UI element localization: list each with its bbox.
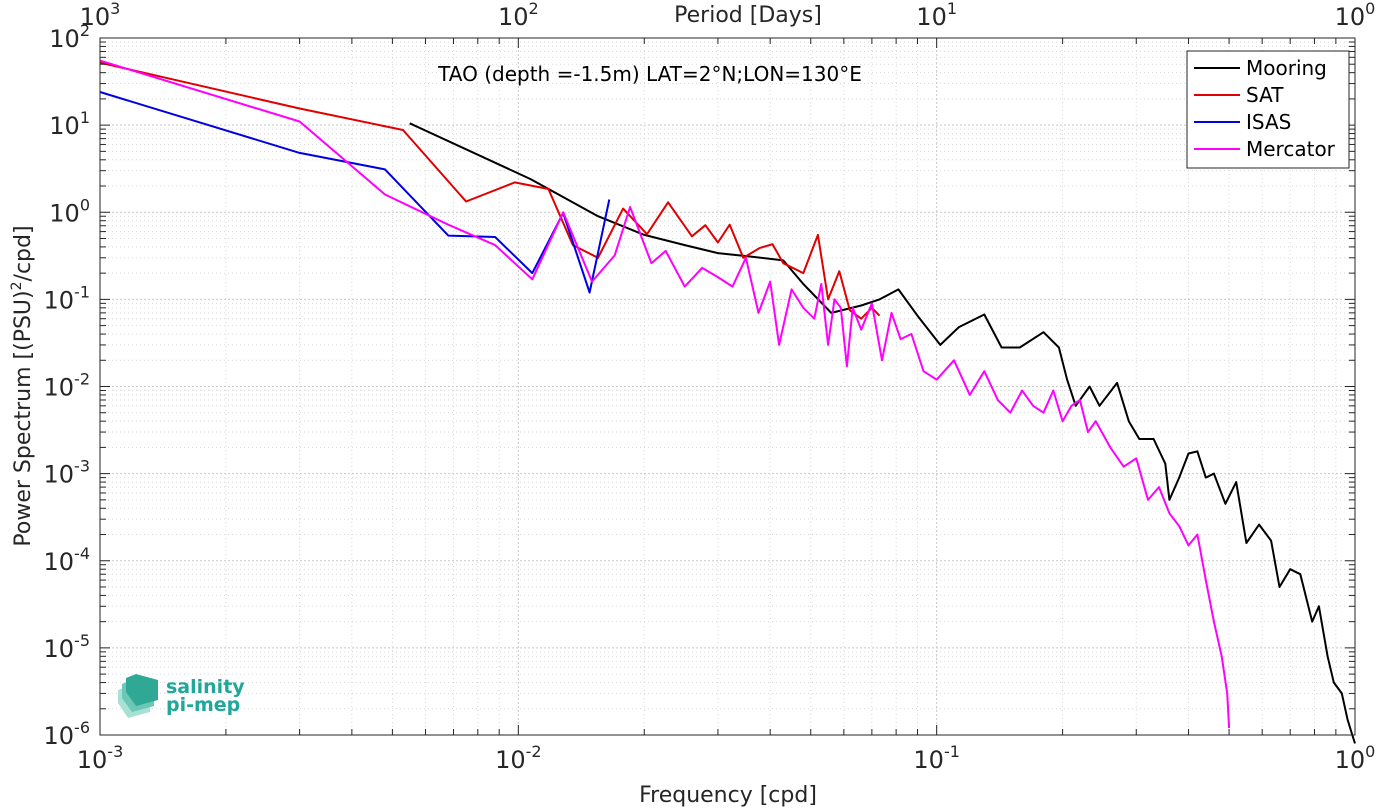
y-tick-label-exp: 1	[80, 108, 90, 127]
series-line-mooring	[409, 122, 1356, 744]
chart-annotation: TAO (depth =-1.5m) LAT=2°N;LON=130°E	[437, 62, 862, 86]
legend: Mooring SAT ISAS Mercator	[1186, 50, 1350, 169]
x-tick-label-exp: -3	[107, 742, 123, 761]
x-tick-label: 10-1	[913, 742, 960, 774]
y-tick-label: 10-4	[44, 544, 91, 576]
x-tick-label-exp: -2	[526, 742, 542, 761]
x-tick-label: 10-2	[495, 742, 542, 774]
y-tick-label-base: 10	[44, 461, 75, 489]
top-tick-label-base: 10	[80, 3, 111, 31]
y-tick-label-exp: -3	[74, 457, 90, 476]
y-tick-label-base: 10	[44, 374, 75, 402]
top-tick-label-base: 10	[916, 3, 947, 31]
y-axis-label: Power Spectrum [(PSU)2/cpd]	[9, 225, 36, 546]
x-tick-label-exp: -1	[944, 742, 960, 761]
y-tick-label: 102	[49, 21, 90, 53]
y-tick-label-base: 10	[44, 286, 75, 314]
salinity-pi-mep-logo: salinity pi-mep	[118, 674, 245, 718]
top-tick-label-base: 10	[1335, 3, 1366, 31]
axis-ticks	[99, 37, 1356, 736]
y-tick-label-exp: -1	[74, 282, 90, 301]
y-tick-label-exp: -4	[74, 544, 90, 563]
legend-label-sat: SAT	[1246, 83, 1284, 107]
x-tick-label: 10-3	[77, 742, 124, 774]
y-tick-label-base: 10	[44, 635, 75, 663]
y-axis-label-main: Power Spectrum [(PSU)	[11, 290, 36, 546]
legend-label-mooring: Mooring	[1246, 56, 1327, 80]
top-axis-label: Period [Days]	[674, 3, 822, 28]
series-layer	[99, 59, 1356, 744]
y-axis-label-sup: 2	[9, 281, 25, 290]
logo-text-pimep: pi-mep	[166, 694, 240, 716]
y-tick-label: 10-2	[44, 370, 91, 402]
y-axis-label-tail: /cpd]	[11, 225, 36, 281]
logo-text-salinity: salinity	[166, 676, 245, 698]
x-tick-label-base: 10	[1335, 746, 1366, 774]
y-tick-label-exp: 2	[80, 21, 90, 40]
y-tick-label: 10-6	[44, 718, 91, 750]
x-tick-label-base: 10	[913, 746, 944, 774]
top-tick-label-exp: 2	[529, 0, 539, 18]
top-tick-label-exp: 1	[947, 0, 957, 18]
y-tick-label: 10-1	[44, 282, 91, 314]
series-line-sat	[99, 61, 881, 320]
y-tick-label-base: 10	[49, 112, 80, 140]
x-tick-label-exp: 0	[1365, 742, 1375, 761]
legend-items: Mooring SAT ISAS Mercator	[1194, 56, 1336, 161]
y-tick-label-exp: 0	[80, 195, 90, 214]
x-tick-label-base: 10	[77, 746, 108, 774]
y-tick-label-base: 10	[49, 199, 80, 227]
legend-label-isas: ISAS	[1246, 110, 1291, 134]
top-tick-label: 101	[916, 0, 957, 31]
top-tick-label-base: 10	[498, 3, 529, 31]
y-tick-label: 10-3	[44, 457, 91, 489]
y-tick-label-base: 10	[44, 548, 75, 576]
top-tick-label-exp: 3	[110, 0, 120, 18]
y-tick-label-base: 10	[44, 722, 75, 750]
x-tick-label: 100	[1335, 742, 1376, 774]
x-axis-label: Frequency [cpd]	[639, 783, 817, 808]
top-tick-label-exp: 0	[1365, 0, 1375, 18]
y-tick-label-exp: -6	[74, 718, 90, 737]
top-tick-label: 102	[498, 0, 539, 31]
legend-label-mercator: Mercator	[1246, 137, 1336, 161]
y-tick-label: 10-5	[44, 631, 91, 663]
top-tick-label: 103	[80, 0, 121, 31]
top-tick-label: 100	[1335, 0, 1376, 31]
y-tick-label: 100	[49, 195, 90, 227]
y-tick-label-exp: -2	[74, 370, 90, 389]
series-line-mercator	[99, 59, 1231, 729]
y-tick-label-exp: -5	[74, 631, 90, 650]
y-tick-label: 101	[49, 108, 90, 140]
y-tick-label-base: 10	[49, 25, 80, 53]
x-tick-label-base: 10	[495, 746, 526, 774]
series-line-isas	[99, 91, 611, 294]
logo-mark-icon	[118, 674, 158, 718]
